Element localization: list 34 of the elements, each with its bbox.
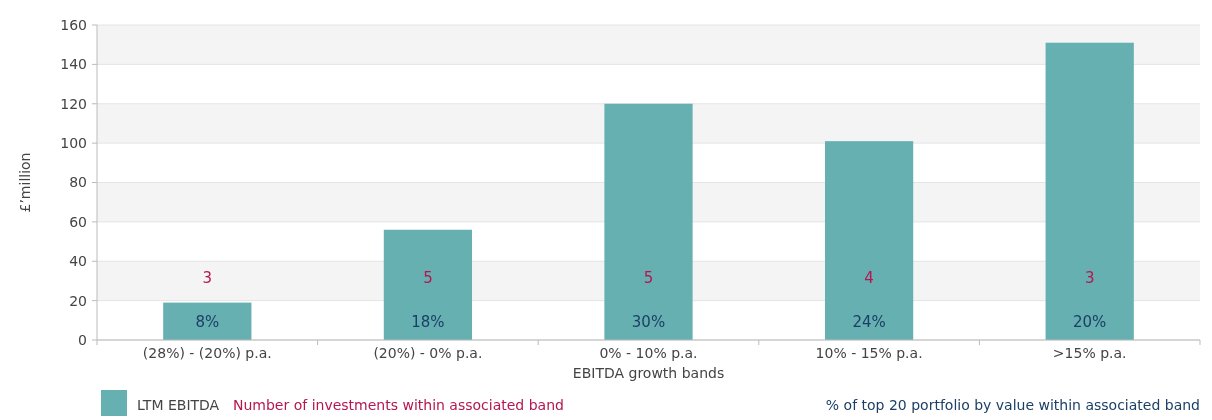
y-tick-label: 80 [69,174,87,191]
text: Number of investments within associated band [233,397,564,413]
y-tick-label: 140 [60,56,87,73]
x-tick-label: 10% - 15% p.a. [815,345,923,361]
annotation: 3 [202,269,213,288]
annotation: 3 [1084,269,1095,288]
annotation: 5 [423,269,433,288]
annotation: 5 [643,269,654,288]
bar [383,229,473,340]
y-tick-label: 100 [60,135,87,152]
annotation: 4 [864,269,874,288]
annotation: 24% [852,313,886,332]
bar [1045,42,1134,340]
x-axis-title: EBITDA growth bands [572,365,725,381]
x-tick-label: 0% - 10% p.a. [599,345,698,361]
legend-label: LTM EBITDA [137,397,220,413]
text: % of top 20 portfolio by value within associated band [825,397,1200,413]
y-axis-title: £’million [17,152,33,213]
annotation: 18% [411,313,445,332]
x-tick-label: >15% p.a. [1052,345,1127,361]
y-tick-label: 20 [69,292,87,309]
y-tick-label: 160 [60,16,87,33]
bar [824,141,914,340]
y-tick-label: 0 [78,331,87,348]
bar [604,103,693,340]
x-tick-label: (28%) - (20%) p.a. [142,345,272,361]
x-tick-label: (20%) - 0% p.a. [373,345,483,361]
annotation: 30% [631,313,666,332]
y-tick-label: 40 [69,253,87,270]
y-tick-label: 120 [60,95,87,112]
y-tick-label: 60 [69,213,87,230]
bar [163,302,252,340]
annotation: 8% [195,313,220,332]
annotation: 20% [1073,313,1107,332]
